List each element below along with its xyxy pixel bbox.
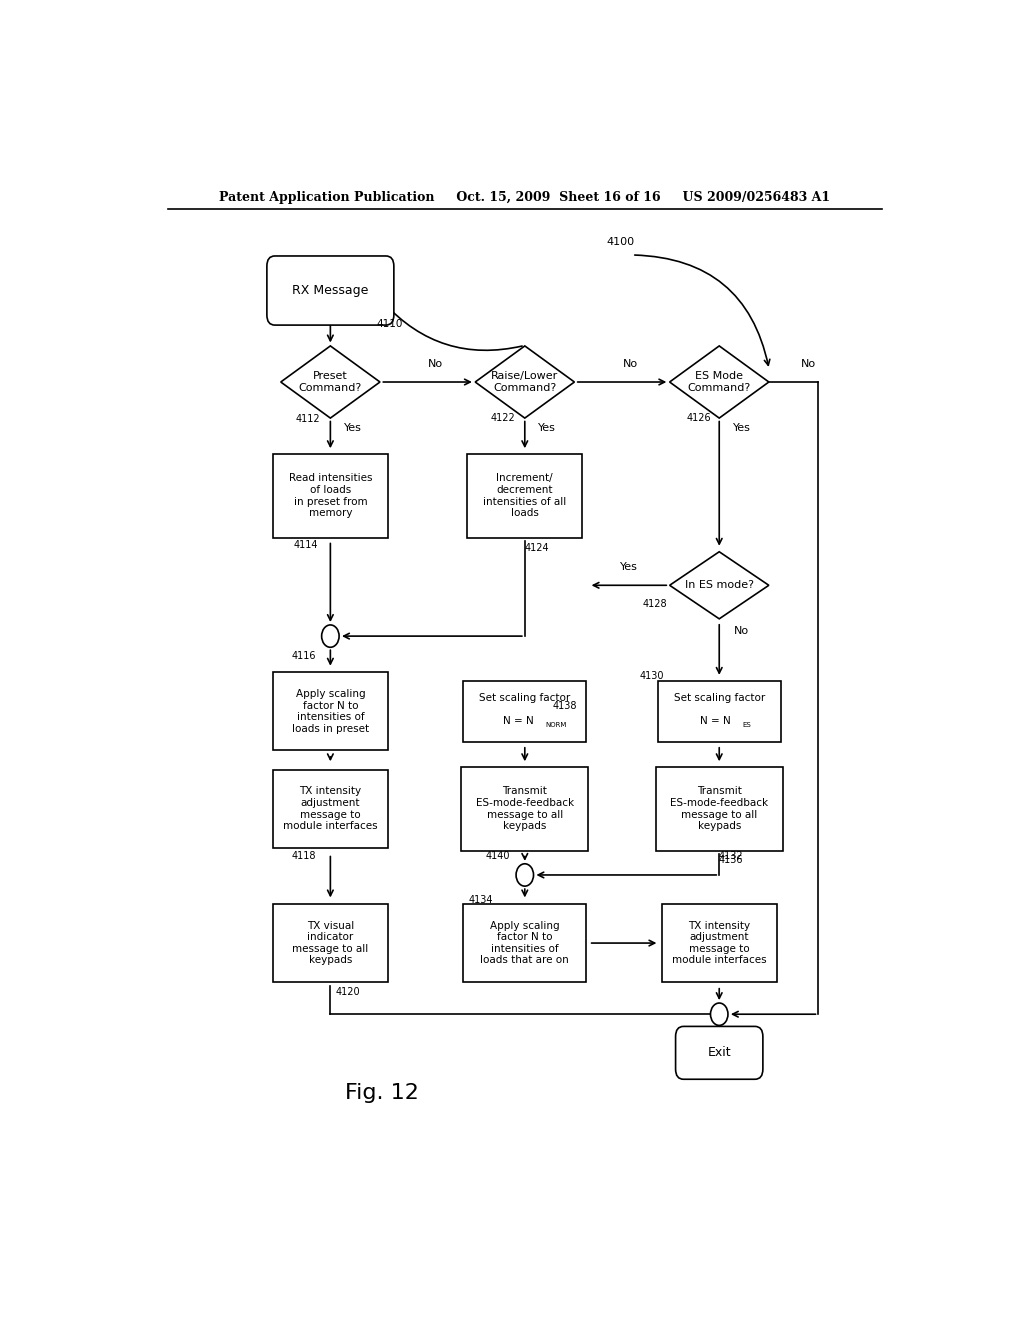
Bar [655, 767, 782, 850]
Text: Increment/
decrement
intensities of all
loads: Increment/ decrement intensities of all … [483, 474, 566, 519]
Text: TX visual
indicator
message to all
keypads: TX visual indicator message to all keypa… [292, 920, 369, 965]
Bar [463, 681, 587, 742]
Text: 4140: 4140 [486, 850, 511, 861]
Text: 4112: 4112 [296, 413, 321, 424]
Text: N = N: N = N [699, 717, 731, 726]
Bar [462, 767, 589, 850]
Text: Apply scaling
factor N to
intensities of
loads that are on: Apply scaling factor N to intensities of… [480, 920, 569, 965]
Text: 4100: 4100 [606, 236, 634, 247]
Text: 4120: 4120 [336, 987, 360, 997]
Text: 4132: 4132 [719, 850, 743, 861]
Text: Transmit
ES-mode-feedback
message to all
keypads: Transmit ES-mode-feedback message to all… [476, 787, 573, 832]
FancyBboxPatch shape [267, 256, 394, 325]
Bar [467, 454, 583, 537]
Circle shape [322, 624, 339, 647]
Text: ES: ES [742, 722, 751, 727]
Text: 4136: 4136 [719, 855, 743, 865]
Polygon shape [670, 552, 769, 619]
Text: No: No [802, 359, 816, 368]
Bar [657, 681, 780, 742]
Text: 4114: 4114 [294, 540, 318, 549]
Text: 4138: 4138 [552, 701, 577, 711]
Text: 4122: 4122 [490, 413, 515, 422]
Bar [272, 454, 388, 537]
Text: TX intensity
adjustment
message to
module interfaces: TX intensity adjustment message to modul… [672, 920, 767, 965]
Text: 4110: 4110 [377, 319, 403, 329]
Polygon shape [670, 346, 769, 418]
Text: 4128: 4128 [643, 598, 668, 609]
Text: Yes: Yes [538, 422, 556, 433]
Text: Yes: Yes [344, 422, 361, 433]
Bar [272, 770, 388, 847]
Text: Read intensities
of loads
in preset from
memory: Read intensities of loads in preset from… [289, 474, 372, 519]
Text: Apply scaling
factor N to
intensities of
loads in preset: Apply scaling factor N to intensities of… [292, 689, 369, 734]
Text: No: No [734, 626, 749, 636]
Text: 4124: 4124 [524, 543, 549, 553]
Text: 4130: 4130 [640, 671, 664, 681]
Polygon shape [475, 346, 574, 418]
Text: No: No [428, 359, 443, 368]
Text: Set scaling factor: Set scaling factor [479, 693, 570, 704]
Text: Transmit
ES-mode-feedback
message to all
keypads: Transmit ES-mode-feedback message to all… [670, 787, 768, 832]
Text: Set scaling factor: Set scaling factor [674, 693, 765, 704]
Text: Preset
Command?: Preset Command? [299, 371, 362, 393]
Polygon shape [281, 346, 380, 418]
Text: 4118: 4118 [292, 850, 316, 861]
Bar [662, 904, 777, 982]
Bar [463, 904, 587, 982]
Text: In ES mode?: In ES mode? [685, 581, 754, 590]
Circle shape [516, 863, 534, 886]
Text: Yes: Yes [620, 562, 638, 572]
Circle shape [711, 1003, 728, 1026]
Text: Patent Application Publication     Oct. 15, 2009  Sheet 16 of 16     US 2009/025: Patent Application Publication Oct. 15, … [219, 190, 830, 203]
Bar [272, 904, 388, 982]
Text: Fig. 12: Fig. 12 [345, 1084, 419, 1104]
Text: TX intensity
adjustment
message to
module interfaces: TX intensity adjustment message to modul… [283, 787, 378, 832]
Text: 4126: 4126 [687, 413, 712, 422]
Text: 4134: 4134 [469, 895, 494, 906]
Text: Exit: Exit [708, 1047, 731, 1060]
Text: RX Message: RX Message [292, 284, 369, 297]
Text: ES Mode
Command?: ES Mode Command? [687, 371, 751, 393]
Text: No: No [623, 359, 638, 368]
Text: NORM: NORM [546, 722, 567, 727]
Text: 4116: 4116 [292, 652, 316, 661]
Text: Raise/Lower
Command?: Raise/Lower Command? [492, 371, 558, 393]
Bar [272, 672, 388, 751]
Text: Yes: Yes [732, 422, 751, 433]
FancyBboxPatch shape [676, 1027, 763, 1080]
Text: N = N: N = N [503, 717, 534, 726]
